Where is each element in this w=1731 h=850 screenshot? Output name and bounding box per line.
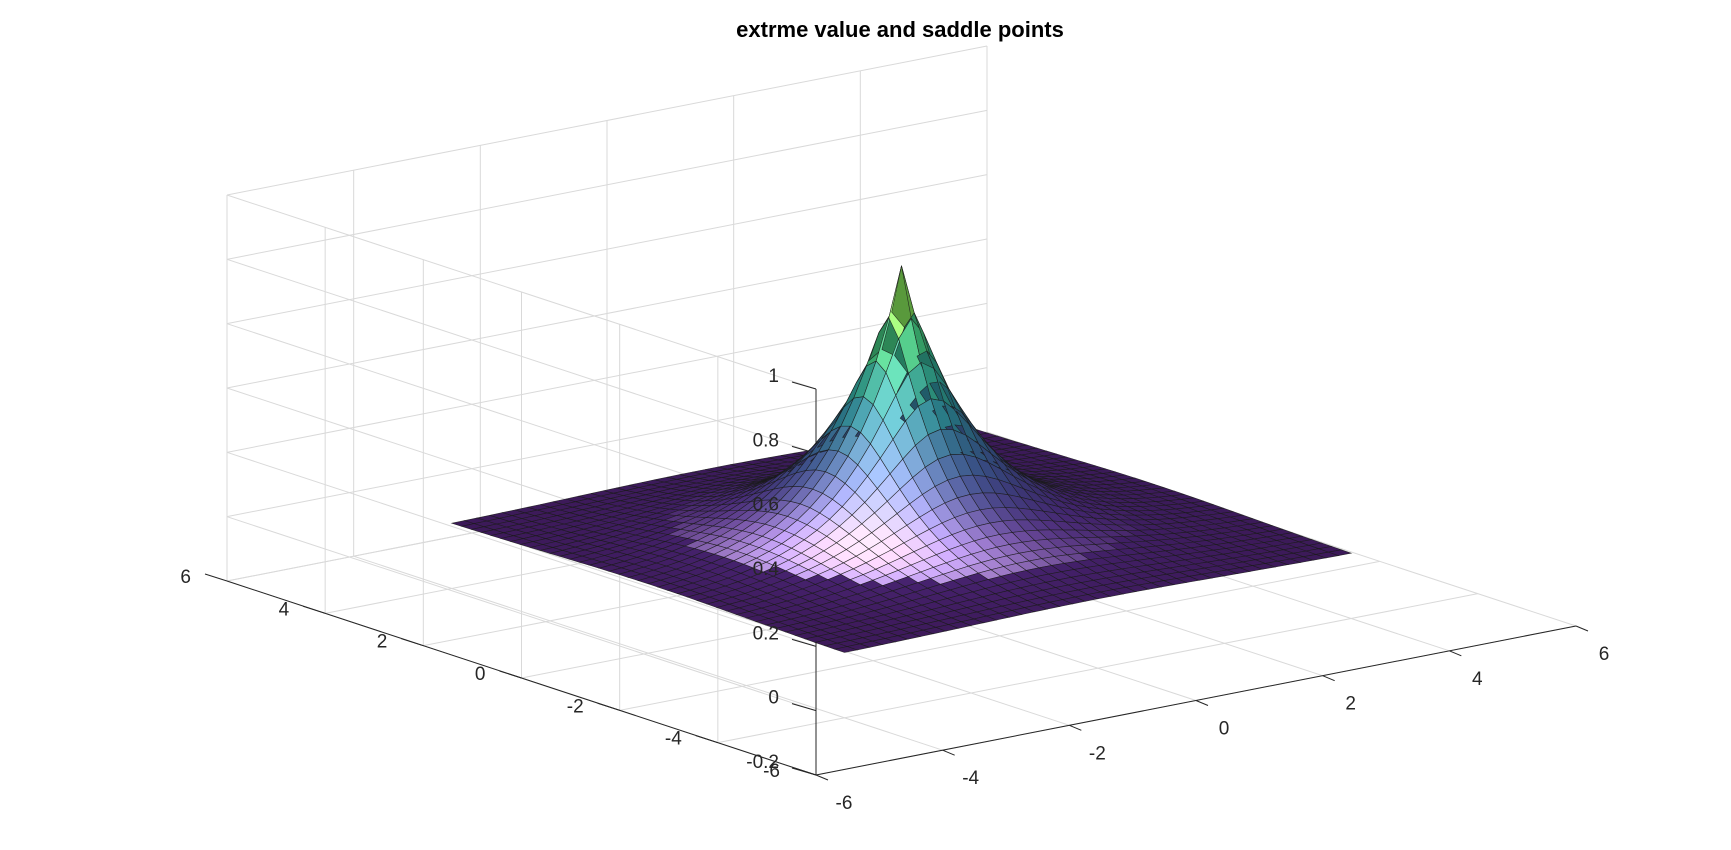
y-tick-mark bbox=[303, 605, 326, 614]
x-tick-mark bbox=[815, 774, 829, 781]
z-tick-label: 0.4 bbox=[753, 559, 780, 580]
z-tick-label: 0.6 bbox=[753, 495, 779, 516]
z-tick-label: -0.2 bbox=[746, 752, 779, 773]
tick-labels: -6 -4 -2 0 2 4 6 -6 -4 -2 0 2 4 6 -0.2 0 0.2 0.4 0.6 0.8 1 bbox=[180, 366, 1609, 814]
y-tick-label: 6 bbox=[180, 567, 191, 588]
x-tick-mark bbox=[1322, 675, 1335, 682]
y-tick-mark bbox=[695, 735, 718, 744]
z-tick-label: 0.2 bbox=[753, 623, 779, 644]
chart-title: extrme value and saddle points bbox=[736, 17, 1064, 42]
grid-wall-left-h bbox=[226, 516, 817, 712]
grid-wall-left-h bbox=[226, 194, 817, 390]
y-tick-mark bbox=[401, 638, 424, 647]
y-tick-label: 2 bbox=[377, 632, 388, 653]
x-tick-label: -4 bbox=[962, 768, 979, 789]
y-tick-mark bbox=[597, 702, 620, 711]
z-tick-mark bbox=[791, 767, 817, 776]
x-tick-label: 2 bbox=[1345, 694, 1356, 715]
z-tick-label: 0.8 bbox=[753, 430, 779, 451]
x-tick-mark bbox=[1069, 724, 1082, 731]
grid-wall-right-h bbox=[226, 109, 988, 260]
z-tick-label: 0 bbox=[768, 688, 779, 709]
grid-wall-right-h bbox=[226, 45, 988, 196]
x-tick-label: -2 bbox=[1089, 743, 1106, 764]
grid-wall-left-h bbox=[226, 258, 817, 454]
z-tick-mark bbox=[791, 703, 817, 712]
x-tick-label: 0 bbox=[1219, 719, 1230, 740]
y-tick-label: 4 bbox=[279, 599, 290, 620]
grid-wall-right-h bbox=[226, 174, 988, 325]
z-tick-mark bbox=[791, 638, 817, 647]
y-tick-label: -2 bbox=[567, 696, 584, 717]
y-tick-label: -6 bbox=[763, 761, 780, 782]
x-tick-mark bbox=[1449, 650, 1462, 657]
y-tick-mark bbox=[499, 670, 522, 679]
y-tick-label: 0 bbox=[475, 664, 486, 685]
x-tick-mark bbox=[1575, 625, 1589, 632]
x-tick-mark bbox=[1195, 700, 1209, 706]
y-tick-label: -4 bbox=[665, 729, 682, 750]
z-tick-mark bbox=[791, 381, 817, 390]
surface-face bbox=[1327, 549, 1353, 556]
grid-wall-left-h bbox=[226, 451, 817, 647]
y-tick-mark bbox=[204, 573, 228, 582]
x-tick-mark bbox=[942, 749, 955, 756]
x-tick-label: 4 bbox=[1472, 669, 1483, 690]
surface-mesh bbox=[450, 265, 1353, 653]
x-tick-label: -6 bbox=[836, 793, 853, 814]
grid-wall-right-h bbox=[226, 238, 988, 389]
z-tick-label: 1 bbox=[768, 366, 779, 387]
grid-wall-right-h bbox=[226, 302, 988, 453]
grid-floor-y bbox=[619, 560, 1380, 711]
x-tick-label: 6 bbox=[1599, 644, 1610, 665]
grid-floor-y bbox=[717, 593, 1478, 744]
